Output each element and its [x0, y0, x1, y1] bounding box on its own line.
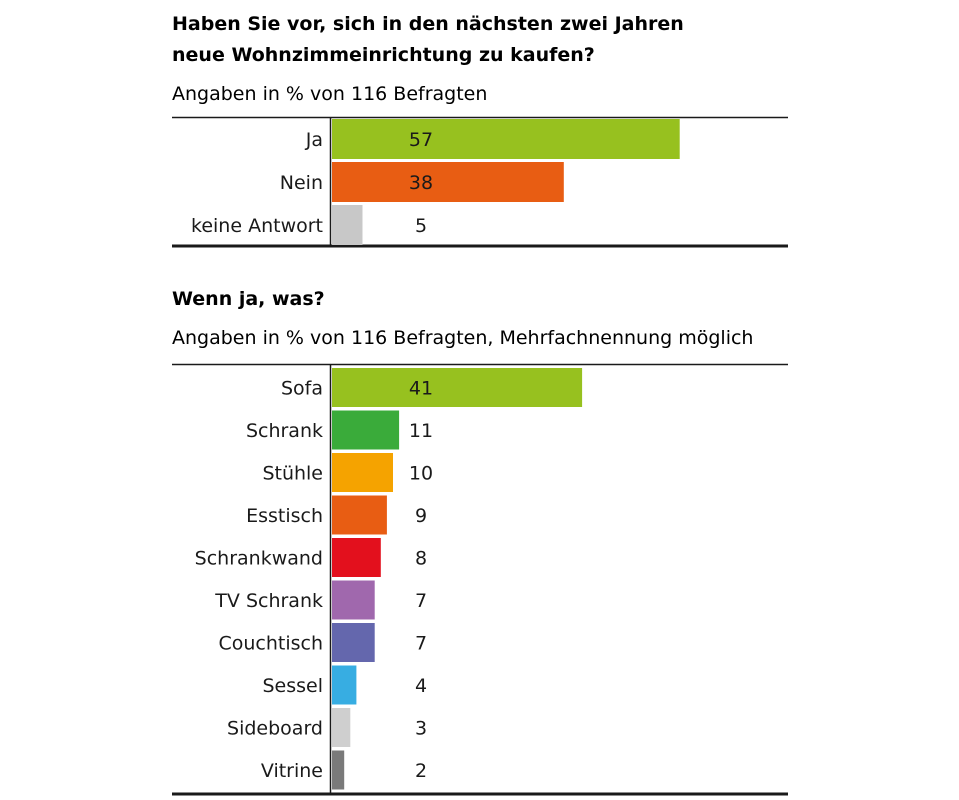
chart2-category-label-sessel: Sessel	[262, 675, 323, 697]
chart1-value-label-keine-antwort: 5	[415, 215, 427, 237]
chart2-value-label-sofa: 41	[409, 378, 433, 400]
chart2-bar-sideboard	[332, 708, 351, 747]
chart2-marks: Sofa 41 Schrank 11 Stühle 10 Esstisch 9 Schrankw…	[195, 368, 583, 790]
chart1-value-label-ja: 57	[409, 129, 433, 151]
chart1-bar-nein	[332, 162, 564, 202]
chart2-value-label-sideboard: 3	[415, 718, 427, 740]
chart2-bar-schrank	[332, 410, 400, 450]
chart2-category-label-vitrine: Vitrine	[261, 760, 323, 782]
chart2-bar-schrankwand	[332, 538, 381, 577]
chart2-bar-vitrine	[332, 750, 345, 790]
chart1-subtitle: Angaben in % von 116 Befragten	[172, 83, 487, 105]
chart2-bar-stühle	[332, 453, 393, 492]
chart2-category-label-schrankwand: Schrankwand	[195, 548, 323, 570]
chart1-category-label-ja: Ja	[305, 129, 323, 151]
chart1-bar-keine-antwort	[332, 205, 363, 245]
chart2-category-label-esstisch: Esstisch	[246, 505, 323, 527]
chart2-value-label-vitrine: 2	[415, 760, 427, 782]
chart2-value-label-esstisch: 9	[415, 505, 427, 527]
chart1-title-line2: neue Wohnzimmeinrichtung zu kaufen?	[172, 44, 595, 66]
chart2-bar-esstisch	[332, 495, 387, 535]
chart2-category-label-sofa: Sofa	[281, 378, 323, 400]
chart2-value-label-schrankwand: 8	[415, 548, 427, 570]
chart2-bar-sofa	[332, 368, 583, 407]
chart2-category-label-tv-schrank: TV Schrank	[214, 590, 323, 612]
chart1-category-label-keine-antwort: keine Antwort	[191, 215, 323, 237]
chart2-category-label-couchtisch: Couchtisch	[218, 633, 323, 655]
chart2-value-label-sessel: 4	[415, 675, 427, 697]
chart1-title-line1: Haben Sie vor, sich in den nächsten zwei…	[172, 13, 684, 35]
chart2-category-label-schrank: Schrank	[246, 420, 323, 442]
chart2-value-label-couchtisch: 7	[415, 633, 427, 655]
chart1-bar-ja	[332, 119, 680, 159]
chart2-value-label-stühle: 10	[409, 463, 433, 485]
chart2-category-label-sideboard: Sideboard	[227, 718, 323, 740]
chart2-title: Wenn ja, was?	[172, 288, 325, 310]
chart2-bar-tv-schrank	[332, 580, 375, 620]
chart2-bar-couchtisch	[332, 623, 375, 662]
chart2-bar-sessel	[332, 665, 357, 705]
chart2-category-label-stühle: Stühle	[262, 463, 323, 485]
chart2-subtitle: Angaben in % von 116 Befragten, Mehrfach…	[172, 327, 753, 349]
chart2-value-label-schrank: 11	[409, 420, 433, 442]
chart1-marks: Ja 57 Nein 38 keine Antwort 5	[191, 119, 680, 245]
chart1-value-label-nein: 38	[409, 172, 433, 194]
chart1-category-label-nein: Nein	[280, 172, 323, 194]
chart2-value-label-tv-schrank: 7	[415, 590, 427, 612]
